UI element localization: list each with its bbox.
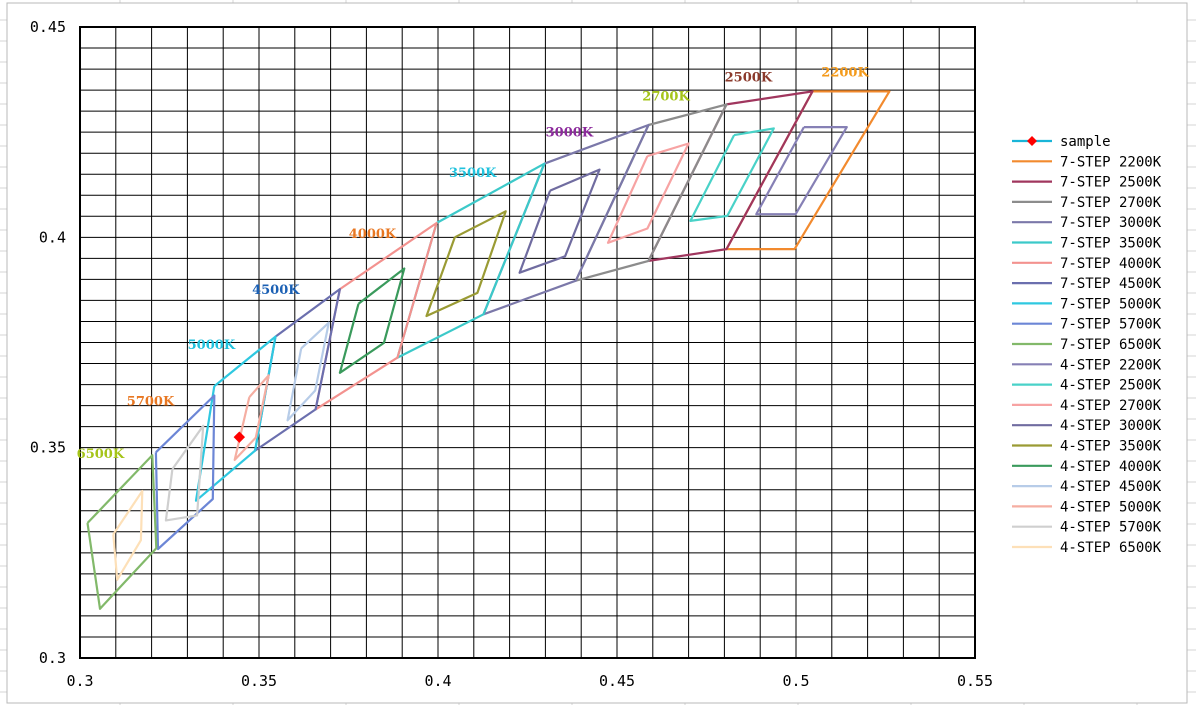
legend-label: 4-STEP 2200K (1060, 357, 1162, 373)
legend-label: 7-STEP 5000K (1060, 296, 1162, 312)
series-quadrangle (425, 210, 507, 318)
series-quadrangle (606, 142, 690, 244)
series-quadrangle (112, 489, 144, 581)
cct-annotation: 4500K (252, 283, 300, 298)
cct-annotation: 2500K (725, 71, 773, 86)
x-axis-ticks: 0.3 0.35 0.4 0.45 0.5 0.55 (66, 672, 993, 690)
legend-label: sample (1060, 134, 1111, 150)
data-point-sample (233, 431, 246, 443)
series-quadrangle (164, 424, 205, 522)
series-quadrangle (86, 454, 158, 610)
legend-label: 4-STEP 2700K (1060, 398, 1162, 414)
y-tick-label: 0.3 (39, 649, 66, 667)
legend-label: 4-STEP 3500K (1060, 439, 1162, 455)
series-quadrangle (154, 394, 216, 551)
cct-annotation: 2200K (821, 66, 869, 81)
cct-annotation: 6500K (77, 447, 125, 462)
plot-gridlines (79, 26, 976, 659)
x-tick-label: 0.55 (957, 672, 993, 690)
legend-label: 4-STEP 2500K (1060, 378, 1162, 394)
series-quadrangle (286, 321, 330, 422)
legend-label: 7-STEP 4000K (1060, 256, 1162, 272)
legend: sample 7-STEP 2200K 7-STEP 2500K 7-STEP 270… (1012, 134, 1162, 556)
cct-annotation: 5700K (127, 395, 175, 410)
series-quadrangle (689, 127, 775, 222)
legend-label: 4-STEP 3000K (1060, 418, 1162, 434)
series-layer (86, 90, 891, 610)
series-quadrangle (194, 335, 277, 502)
cct-annotation: 2700K (642, 90, 690, 105)
series-quadrangle (755, 125, 848, 216)
legend-label: 7-STEP 4500K (1060, 276, 1162, 292)
y-tick-label: 0.45 (30, 18, 66, 36)
y-axis-ticks: 0.3 0.35 0.4 0.45 (30, 18, 66, 667)
cct-annotation: 3500K (449, 166, 497, 181)
cct-annotation: 5000K (188, 338, 236, 353)
legend-label: 7-STEP 3500K (1060, 236, 1162, 252)
legend-marker (1027, 136, 1037, 146)
plot-area-border (79, 26, 976, 659)
legend-label: 7-STEP 2200K (1060, 154, 1162, 170)
legend-label: 7-STEP 2700K (1060, 195, 1162, 211)
series-quadrangle (518, 168, 601, 274)
chart-frame (6, 2, 1188, 704)
cct-annotation: 3000K (546, 125, 594, 140)
legend-label: 7-STEP 6500K (1060, 337, 1162, 353)
legend-label: 4-STEP 5700K (1060, 520, 1162, 536)
series-quadrangle (338, 267, 406, 374)
legend-label: 7-STEP 5700K (1060, 317, 1162, 333)
x-tick-label: 0.45 (599, 672, 635, 690)
x-tick-label: 0.35 (241, 672, 277, 690)
x-tick-label: 0.5 (782, 672, 809, 690)
cct-annotation: 4000K (349, 227, 397, 242)
legend-label: 7-STEP 3000K (1060, 215, 1162, 231)
legend-label: 4-STEP 6500K (1060, 540, 1162, 556)
x-tick-label: 0.4 (424, 672, 451, 690)
legend-label: 4-STEP 4500K (1060, 479, 1162, 495)
cct-labels: 2200K 2500K 2700K 3000K 3500K 4000K 4500K 5000K… (77, 66, 870, 463)
legend-label: 7-STEP 2500K (1060, 175, 1162, 191)
y-tick-label: 0.35 (30, 439, 66, 457)
y-tick-label: 0.4 (39, 228, 66, 246)
x-tick-label: 0.3 (66, 672, 93, 690)
legend-label: 4-STEP 4000K (1060, 459, 1162, 475)
legend-label: 4-STEP 5000K (1060, 499, 1162, 515)
